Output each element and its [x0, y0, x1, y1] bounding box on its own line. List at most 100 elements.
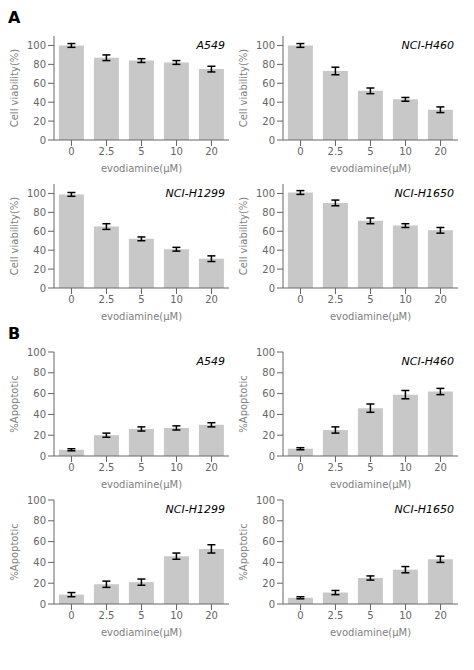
svg-text:100: 100 [27, 188, 46, 199]
svg-text:60: 60 [262, 226, 275, 237]
svg-text:40: 40 [33, 245, 46, 256]
svg-text:20: 20 [262, 116, 275, 127]
svg-text:100: 100 [27, 347, 46, 358]
svg-text:2.5: 2.5 [328, 294, 344, 305]
svg-text:40: 40 [262, 245, 275, 256]
svg-text:0: 0 [269, 451, 275, 462]
svg-text:evodiamine(μM): evodiamine(μM) [330, 163, 411, 174]
svg-text:60: 60 [262, 536, 275, 547]
svg-text:20: 20 [33, 578, 46, 589]
svg-text:20: 20 [33, 430, 46, 441]
svg-text:100: 100 [256, 495, 275, 506]
svg-text:evodiamine(μM): evodiamine(μM) [330, 479, 411, 490]
svg-text:5: 5 [138, 294, 144, 305]
svg-text:40: 40 [262, 409, 275, 420]
svg-text:20: 20 [262, 430, 275, 441]
svg-text:20: 20 [262, 578, 275, 589]
svg-text:60: 60 [33, 388, 46, 399]
svg-text:0: 0 [68, 146, 74, 157]
svg-text:10: 10 [170, 146, 183, 157]
svg-text:0: 0 [40, 599, 46, 610]
svg-text:60: 60 [262, 388, 275, 399]
svg-text:5: 5 [138, 462, 144, 473]
svg-text:20: 20 [205, 610, 218, 621]
svg-text:evodiamine(μM): evodiamine(μM) [101, 163, 182, 174]
svg-text:0: 0 [297, 294, 303, 305]
svg-text:10: 10 [170, 294, 183, 305]
svg-text:5: 5 [367, 294, 373, 305]
svg-text:20: 20 [205, 294, 218, 305]
svg-text:0: 0 [269, 135, 275, 146]
svg-text:0: 0 [269, 599, 275, 610]
svg-text:20: 20 [262, 264, 275, 275]
svg-text:10: 10 [399, 146, 412, 157]
svg-text:40: 40 [33, 409, 46, 420]
svg-text:40: 40 [33, 97, 46, 108]
svg-text:%Apoptotic: %Apoptotic [238, 375, 249, 432]
svg-text:60: 60 [33, 78, 46, 89]
svg-text:40: 40 [262, 97, 275, 108]
svg-text:60: 60 [33, 226, 46, 237]
svg-text:80: 80 [262, 59, 275, 70]
svg-text:evodiamine(μM): evodiamine(μM) [101, 311, 182, 322]
svg-text:20: 20 [205, 462, 218, 473]
svg-text:10: 10 [170, 462, 183, 473]
svg-text:Cell viability(%): Cell viability(%) [9, 49, 20, 128]
svg-text:100: 100 [256, 347, 275, 358]
svg-text:0: 0 [40, 451, 46, 462]
svg-text:80: 80 [262, 207, 275, 218]
svg-text:40: 40 [33, 557, 46, 568]
svg-text:100: 100 [27, 40, 46, 51]
svg-text:2.5: 2.5 [99, 294, 115, 305]
svg-text:2.5: 2.5 [99, 462, 115, 473]
svg-text:20: 20 [205, 146, 218, 157]
svg-text:20: 20 [33, 264, 46, 275]
svg-text:80: 80 [262, 515, 275, 526]
svg-text:80: 80 [33, 367, 46, 378]
svg-text:20: 20 [434, 146, 447, 157]
svg-text:evodiamine(μM): evodiamine(μM) [330, 311, 411, 322]
svg-text:%Apoptotic: %Apoptotic [9, 375, 20, 432]
svg-text:5: 5 [138, 610, 144, 621]
svg-text:5: 5 [367, 610, 373, 621]
svg-text:100: 100 [27, 495, 46, 506]
svg-text:5: 5 [367, 462, 373, 473]
svg-text:100: 100 [256, 188, 275, 199]
svg-text:evodiamine(μM): evodiamine(μM) [330, 627, 411, 638]
svg-text:5: 5 [367, 146, 373, 157]
svg-text:0: 0 [297, 462, 303, 473]
svg-text:60: 60 [262, 78, 275, 89]
svg-text:80: 80 [33, 59, 46, 70]
svg-text:20: 20 [434, 462, 447, 473]
svg-text:Cell viability(%): Cell viability(%) [238, 197, 249, 276]
svg-text:10: 10 [170, 610, 183, 621]
svg-text:40: 40 [262, 557, 275, 568]
svg-text:2.5: 2.5 [328, 610, 344, 621]
svg-text:10: 10 [399, 610, 412, 621]
svg-text:0: 0 [297, 610, 303, 621]
svg-text:0: 0 [297, 146, 303, 157]
svg-text:20: 20 [434, 610, 447, 621]
svg-text:100: 100 [256, 40, 275, 51]
svg-text:80: 80 [262, 367, 275, 378]
svg-text:60: 60 [33, 536, 46, 547]
svg-text:evodiamine(μM): evodiamine(μM) [101, 627, 182, 638]
svg-text:2.5: 2.5 [99, 610, 115, 621]
svg-text:10: 10 [399, 462, 412, 473]
svg-text:%Apoptotic: %Apoptotic [238, 523, 249, 580]
svg-text:%Apoptotic: %Apoptotic [9, 523, 20, 580]
svg-text:0: 0 [68, 610, 74, 621]
svg-text:Cell viability(%): Cell viability(%) [238, 49, 249, 128]
svg-text:10: 10 [399, 294, 412, 305]
svg-text:2.5: 2.5 [99, 146, 115, 157]
svg-text:80: 80 [33, 515, 46, 526]
svg-text:20: 20 [434, 294, 447, 305]
svg-text:Cell viability(%): Cell viability(%) [9, 197, 20, 276]
svg-text:2.5: 2.5 [328, 146, 344, 157]
svg-text:20: 20 [33, 116, 46, 127]
svg-text:0: 0 [40, 283, 46, 294]
svg-text:evodiamine(μM): evodiamine(μM) [101, 479, 182, 490]
svg-text:5: 5 [138, 146, 144, 157]
svg-text:0: 0 [68, 462, 74, 473]
svg-text:2.5: 2.5 [328, 462, 344, 473]
